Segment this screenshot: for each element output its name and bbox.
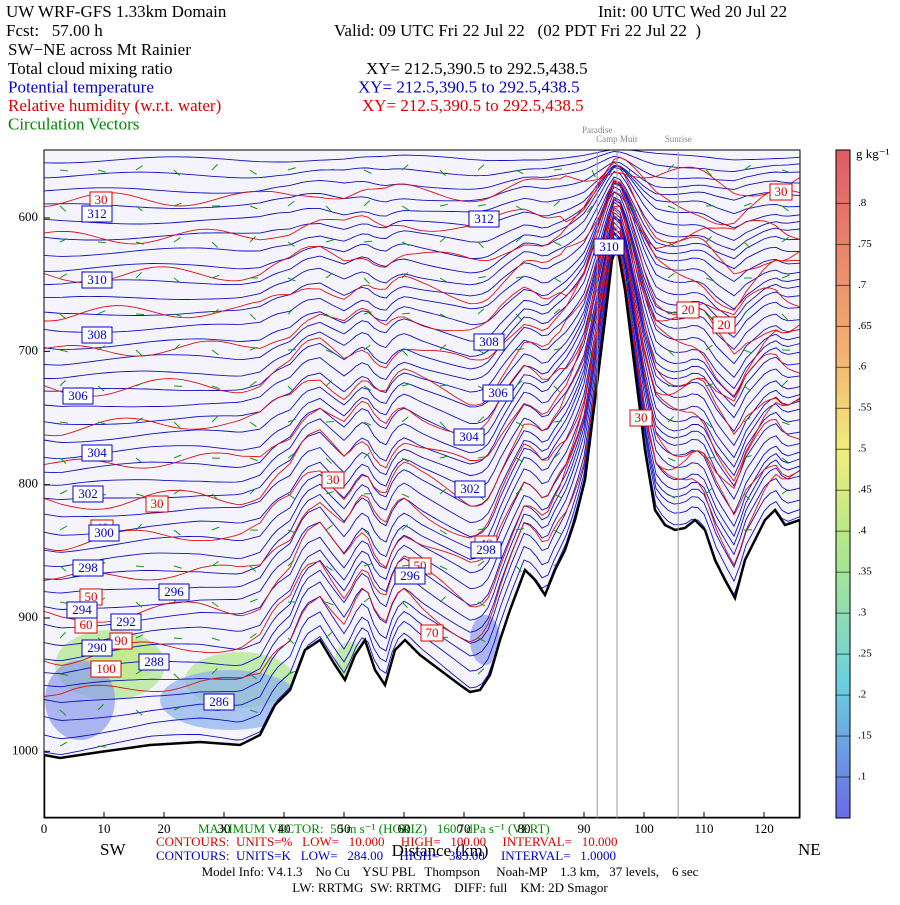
colorbar-tick-label: .5 bbox=[858, 443, 867, 455]
rh-label: 30 bbox=[95, 192, 108, 207]
y-tick-label: 900 bbox=[19, 609, 39, 624]
theta-label: 290 bbox=[87, 640, 107, 655]
colorbar-tick-label: .1 bbox=[858, 771, 866, 783]
theta-label: 296 bbox=[400, 568, 420, 583]
field-name: Total cloud mixing ratio bbox=[8, 59, 173, 78]
rh-label: 30 bbox=[151, 496, 164, 511]
rh-label: 20 bbox=[718, 317, 731, 332]
colorbar-tick-label: .65 bbox=[858, 320, 872, 332]
x-tick-label: 100 bbox=[634, 821, 654, 836]
colorbar-label: g kg⁻¹ bbox=[856, 146, 890, 161]
footer-physics: LW: RRTMG SW: RRTMG DIFF: full KM: 2D Sm… bbox=[292, 880, 608, 895]
init: Init: 00 UTC Wed 20 Jul 22 bbox=[598, 2, 787, 21]
subtitle: SW−NE across Mt Rainier bbox=[8, 40, 191, 59]
theta-label: 306 bbox=[488, 385, 508, 400]
x-tick-label: 50 bbox=[338, 821, 351, 836]
field-name: Potential temperature bbox=[8, 77, 154, 96]
theta-label: 310 bbox=[87, 272, 107, 287]
rh-label: 90 bbox=[115, 633, 128, 648]
x-left: SW bbox=[100, 840, 126, 859]
title: UW WRF-GFS 1.33km Domain bbox=[6, 2, 227, 21]
colorbar-tick-label: .8 bbox=[858, 197, 867, 209]
y-tick-label: 600 bbox=[19, 209, 39, 224]
rh-label: 100 bbox=[96, 661, 116, 676]
x-tick-label: 70 bbox=[458, 821, 471, 836]
rh-label: 70 bbox=[426, 625, 439, 640]
x-tick-label: 60 bbox=[398, 821, 411, 836]
x-tick-label: 20 bbox=[158, 821, 171, 836]
footer-model: Model Info: V4.1.3 No Cu YSU PBL Thompso… bbox=[202, 864, 699, 879]
theta-label: 298 bbox=[78, 560, 98, 575]
colorbar-tick-label: .4 bbox=[858, 525, 867, 537]
theta-label: 296 bbox=[164, 584, 184, 599]
colorbar bbox=[836, 150, 850, 818]
theta-label: 308 bbox=[87, 327, 107, 342]
footer-theta: CONTOURS: UNITS=K LOW= 284.00 HIGH= 383.… bbox=[156, 848, 616, 863]
theta-label: 292 bbox=[116, 614, 136, 629]
colorbar-tick-label: .75 bbox=[858, 238, 872, 250]
fcst: Fcst: 57.00 h bbox=[6, 21, 103, 40]
theta-label: 302 bbox=[460, 481, 480, 496]
valid: Valid: 09 UTC Fri 22 Jul 22 (02 PDT Fri … bbox=[334, 21, 701, 40]
y-tick-label: 800 bbox=[19, 476, 39, 491]
colorbar-tick-label: .3 bbox=[858, 607, 867, 619]
colorbar-tick-label: .35 bbox=[858, 566, 872, 578]
rh-label: 30 bbox=[327, 472, 340, 487]
field-name: Circulation Vectors bbox=[8, 114, 139, 133]
wind-vector bbox=[326, 169, 334, 170]
x-tick-label: 80 bbox=[518, 821, 531, 836]
colorbar-tick-label: .55 bbox=[858, 402, 872, 414]
x-tick-label: 0 bbox=[41, 821, 48, 836]
x-tick-label: 10 bbox=[98, 821, 111, 836]
wind-vector bbox=[136, 314, 144, 315]
y-tick-label: 700 bbox=[19, 342, 39, 357]
colorbar-tick-label: .2 bbox=[858, 689, 866, 701]
y-tick-label: 1000 bbox=[12, 742, 38, 757]
theta-label: 288 bbox=[144, 654, 164, 669]
field-name: Relative humidity (w.r.t. water) bbox=[8, 96, 221, 115]
field-xy: XY= 212.5,390.5 to 292.5,438.5 bbox=[362, 96, 584, 115]
rh-label: 20 bbox=[682, 302, 695, 317]
x-tick-label: 40 bbox=[278, 821, 291, 836]
footer-rh: CONTOURS: UNITS=% LOW= 10.000 HIGH= 100.… bbox=[156, 834, 618, 849]
theta-label: 294 bbox=[72, 602, 92, 617]
theta-label: 304 bbox=[459, 429, 479, 444]
theta-label: 286 bbox=[209, 694, 229, 709]
x-tick-label: 110 bbox=[694, 821, 713, 836]
x-right: NE bbox=[798, 840, 821, 859]
colorbar-tick-label: .15 bbox=[858, 730, 872, 742]
wind-vector bbox=[174, 638, 182, 639]
colorbar-tick-label: .25 bbox=[858, 648, 872, 660]
colorbar-tick-label: .45 bbox=[858, 484, 872, 496]
theta-label: 300 bbox=[94, 525, 114, 540]
wind-vector bbox=[98, 242, 106, 243]
theta-label: 306 bbox=[68, 388, 88, 403]
rh-label: 30 bbox=[775, 184, 788, 199]
colorbar-tick-label: .7 bbox=[858, 279, 867, 291]
rh-label: 30 bbox=[635, 410, 648, 425]
rh-label: 60 bbox=[80, 617, 93, 632]
field-xy: XY= 212.5,390.5 to 292.5,438.5 bbox=[358, 77, 580, 96]
x-tick-label: 30 bbox=[218, 821, 231, 836]
wind-vector bbox=[364, 493, 372, 494]
theta-label: 302 bbox=[78, 486, 98, 501]
wind-vector bbox=[668, 385, 676, 386]
theta-label: 312 bbox=[87, 206, 107, 221]
field-xy: XY= 212.5,390.5 to 292.5,438.5 bbox=[366, 59, 588, 78]
colorbar-tick-label: .6 bbox=[858, 361, 867, 373]
theta-label: 312 bbox=[474, 211, 494, 226]
theta-label: 298 bbox=[476, 542, 496, 557]
theta-label: 304 bbox=[87, 445, 107, 460]
x-tick-label: 120 bbox=[754, 821, 774, 836]
landmark-label: Camp Muir bbox=[596, 134, 638, 144]
theta-label: 310 bbox=[599, 239, 619, 254]
theta-label: 308 bbox=[479, 334, 499, 349]
landmark-label: Sunrise bbox=[665, 134, 692, 144]
x-tick-label: 90 bbox=[578, 821, 591, 836]
